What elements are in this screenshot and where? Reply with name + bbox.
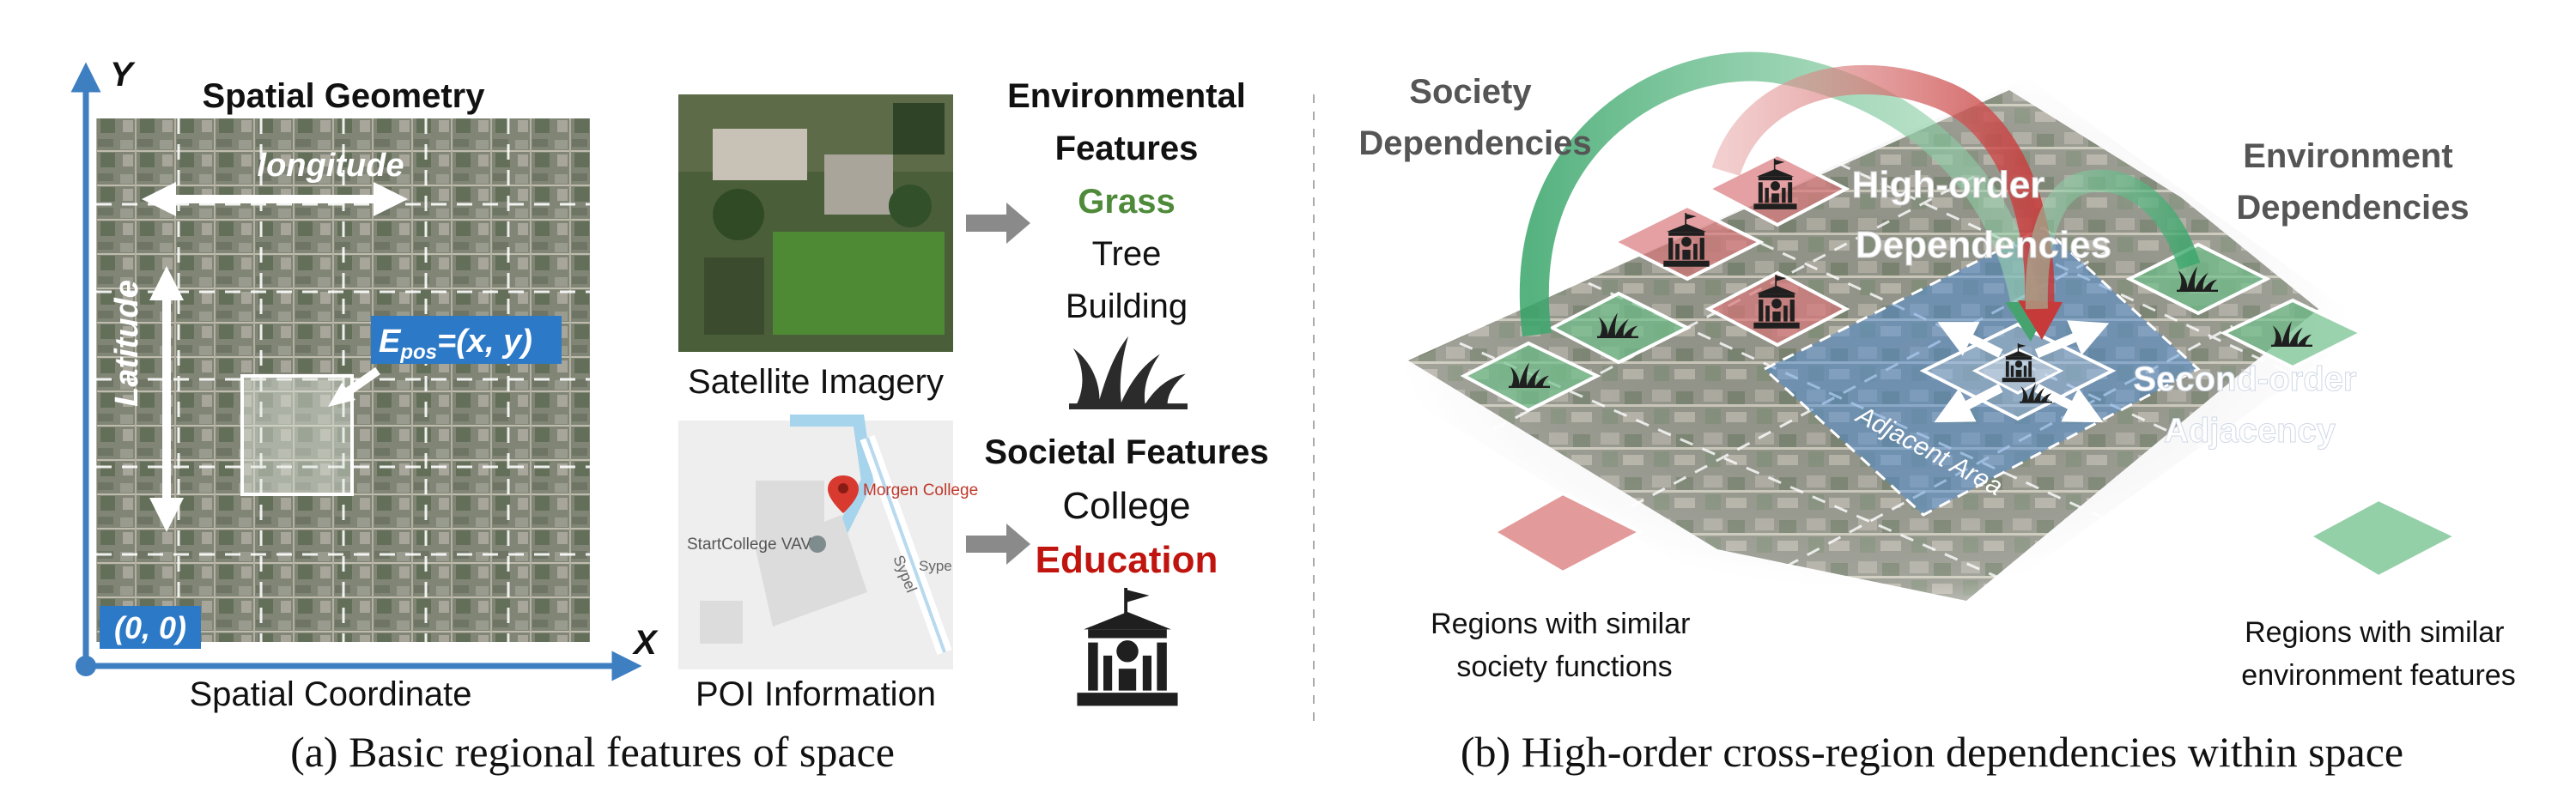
society-dependency-arc: [1519, 51, 2041, 337]
svg-text:Environment Dependencies: Environment Dependencies: [2236, 137, 2469, 227]
soc-title: Societal Features: [984, 433, 1268, 471]
satellite-image: [678, 94, 953, 352]
env-item-building: Building: [1066, 288, 1188, 325]
environment-region: [1460, 341, 1601, 413]
svg-text:High-order Dependencies: High-order Dependencies: [1851, 164, 2111, 266]
environmental-features: Environmental Features Grass Tree Buildi…: [1007, 77, 1246, 409]
origin-label: (0, 0): [114, 610, 186, 645]
legend-environment-line2: environment features: [2241, 659, 2515, 692]
poi-label: POI Information: [696, 675, 936, 713]
poi-startcollege-label: StartCollege VAVO: [687, 536, 824, 554]
epos-sub: pos: [399, 341, 437, 364]
environment-dependency-arc: [2025, 169, 2201, 310]
svg-text:Regions with similar soc: Regions with similar society functions: [1431, 608, 1698, 683]
right-arrow-icon: [966, 203, 1030, 244]
society-dependencies-line1: Society: [1409, 73, 1532, 111]
dependency-arcs: [1519, 51, 2201, 342]
caption-a: (a) Basic regional features of space: [290, 728, 895, 776]
school-icon: [1077, 588, 1178, 706]
poi-street-label-2: Sype: [919, 558, 952, 574]
environment-region: [2220, 298, 2366, 370]
isometric-city-map: [1374, 77, 2370, 626]
poi-map: Morgen College StartCollege VAVO Sypel S…: [678, 415, 978, 669]
epos-rest: =(x, y): [437, 324, 532, 360]
societal-features: Societal Features College Education: [984, 433, 1269, 706]
svg-text:Society Dependencies: Society Dependencies: [1358, 73, 1591, 162]
axis-y-label: Y: [110, 56, 136, 94]
coordinate-axes: [70, 62, 642, 681]
high-order-dependency-arc: [1711, 64, 2055, 310]
longitude-label: longitude: [258, 148, 404, 184]
right-arrow-icon: [966, 524, 1030, 565]
second-order-line2: Adjacency: [2164, 412, 2336, 450]
origin-dot: [76, 656, 96, 676]
panel-b: Society Dependencies Environment Depende…: [1358, 51, 2516, 776]
spatial-coordinate-label: Spatial Coordinate: [189, 675, 471, 713]
svg-text:Epos=(x, y): Epos=(x, y): [379, 324, 532, 364]
legend-environment-line1: Regions with similar: [2245, 616, 2504, 649]
soc-item-college: College: [1062, 485, 1190, 527]
environment-dependencies-line2: Dependencies: [2236, 189, 2469, 227]
legend-society-swatch: [1490, 491, 1644, 575]
env-item-tree: Tree: [1092, 235, 1162, 273]
environment-dependencies-line1: Environment: [2243, 137, 2452, 175]
svg-text:Second-order Adjacency: Second-order Adjacency: [2133, 360, 2366, 450]
grass-icon: [1069, 336, 1188, 409]
legend-society-line2: society functions: [1456, 651, 1672, 683]
second-order-line1: Second-order: [2133, 360, 2356, 398]
legend-society-line1: Regions with similar: [1431, 608, 1690, 640]
axis-x-label: X: [632, 624, 659, 662]
env-title-line2: Features: [1055, 130, 1199, 167]
epos-e: E: [379, 324, 402, 360]
poi-college-label: Morgen College: [863, 481, 978, 499]
origin-label-box: (0, 0): [100, 606, 201, 649]
caption-b: (b) High-order cross-region dependencies…: [1461, 728, 2403, 776]
selected-region-box: [240, 374, 354, 496]
satellite-label: Satellite Imagery: [688, 363, 944, 401]
society-dependencies-line2: Dependencies: [1358, 124, 1591, 162]
soc-item-education: Education: [1036, 539, 1218, 581]
env-item-grass: Grass: [1078, 183, 1175, 221]
latitude-label: Latitude: [109, 280, 145, 407]
high-order-line1: High-order: [1851, 164, 2044, 206]
high-order-line2: Dependencies: [1856, 224, 2111, 266]
panel-a: Y X Spatial Geometry longitude Latitude …: [70, 56, 1269, 776]
society-region: [1704, 270, 1850, 348]
env-title-line1: Environmental: [1007, 77, 1246, 115]
epos-label: Epos=(x, y): [371, 316, 562, 364]
spatial-geometry-map: [96, 118, 590, 642]
legend-environment-swatch: [2306, 497, 2460, 579]
map-pin-icon: [828, 475, 859, 513]
adjacent-area: [1762, 226, 2201, 517]
spatial-geometry-title: Spatial Geometry: [202, 77, 485, 115]
svg-text:Regions with similar env: Regions with similar environment feature…: [2241, 616, 2515, 692]
